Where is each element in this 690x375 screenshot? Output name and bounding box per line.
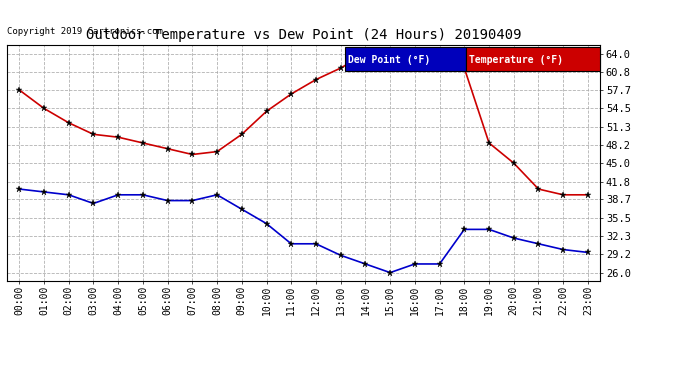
Title: Outdoor Temperature vs Dew Point (24 Hours) 20190409: Outdoor Temperature vs Dew Point (24 Hou… (86, 28, 522, 42)
Text: Dew Point (°F): Dew Point (°F) (348, 55, 431, 65)
Text: Temperature (°F): Temperature (°F) (469, 55, 563, 65)
Text: Copyright 2019 Cartronics.com: Copyright 2019 Cartronics.com (7, 27, 163, 36)
